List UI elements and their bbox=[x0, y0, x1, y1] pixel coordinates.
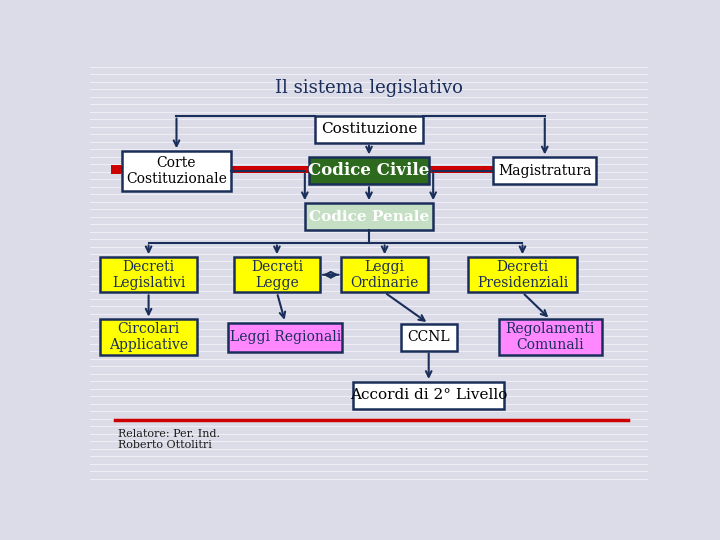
Text: Circolari
Applicative: Circolari Applicative bbox=[109, 322, 188, 352]
Text: Decreti
Legge: Decreti Legge bbox=[251, 260, 303, 290]
Text: Costituzione: Costituzione bbox=[321, 122, 417, 136]
Text: Decreti
Legislativi: Decreti Legislativi bbox=[112, 260, 185, 290]
Bar bbox=[401, 323, 456, 350]
Text: Corte
Costituzionale: Corte Costituzionale bbox=[126, 156, 227, 186]
Text: Regolamenti
Comunali: Regolamenti Comunali bbox=[505, 322, 595, 352]
Bar bbox=[309, 157, 429, 184]
Bar bbox=[341, 257, 428, 293]
Bar bbox=[315, 116, 423, 143]
Text: Codice Penale: Codice Penale bbox=[309, 210, 429, 224]
Bar bbox=[111, 165, 121, 174]
Text: Leggi
Ordinarie: Leggi Ordinarie bbox=[351, 260, 419, 290]
Text: Codice Civile: Codice Civile bbox=[308, 163, 430, 179]
Text: Relatore: Per. Ind.
Roberto Ottolitri: Relatore: Per. Ind. Roberto Ottolitri bbox=[118, 429, 220, 450]
Bar bbox=[354, 382, 504, 409]
Bar bbox=[100, 320, 197, 355]
Bar bbox=[499, 320, 602, 355]
Text: CCNL: CCNL bbox=[408, 330, 450, 344]
Bar bbox=[493, 157, 596, 184]
Text: Leggi Regionali: Leggi Regionali bbox=[230, 330, 341, 344]
Text: Magistratura: Magistratura bbox=[498, 164, 591, 178]
Text: Accordi di 2° Livello: Accordi di 2° Livello bbox=[350, 388, 508, 402]
Text: Il sistema legislativo: Il sistema legislativo bbox=[275, 79, 463, 97]
Bar bbox=[100, 257, 197, 293]
Bar bbox=[228, 322, 343, 352]
Bar bbox=[234, 257, 320, 293]
Text: Decreti
Presidenziali: Decreti Presidenziali bbox=[477, 260, 568, 290]
Bar bbox=[305, 203, 433, 230]
Bar bbox=[115, 166, 581, 173]
Bar bbox=[468, 257, 577, 293]
Bar bbox=[122, 151, 231, 191]
